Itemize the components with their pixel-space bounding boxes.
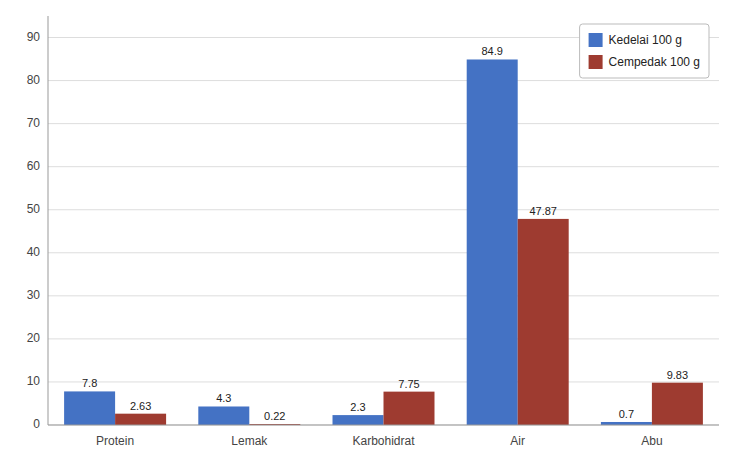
data-label: 7.75 xyxy=(398,378,419,390)
data-label: 84.9 xyxy=(481,45,502,57)
bar xyxy=(384,392,435,425)
data-label: 2.3 xyxy=(350,401,365,413)
chart-container: 0 10 20 30 40 50 60 70 80 90 7.8 4.3 2.3 84.9 0.7 2.63 0… xyxy=(0,0,735,463)
legend-swatch xyxy=(589,33,603,47)
data-label: 47.87 xyxy=(529,205,557,217)
y-tick-label: 60 xyxy=(27,159,41,173)
bar xyxy=(518,219,569,425)
grid-line xyxy=(48,166,719,167)
legend-swatch xyxy=(589,55,603,69)
bar xyxy=(467,59,518,425)
grid-line xyxy=(48,381,719,382)
grid-line xyxy=(48,295,719,296)
x-tick-label: Lemak xyxy=(231,434,268,448)
data-label: 9.83 xyxy=(667,369,688,381)
data-label: 0.7 xyxy=(619,408,634,420)
legend-label: Cempedak 100 g xyxy=(609,55,700,69)
grid-line xyxy=(48,338,719,339)
x-tick-label: Karbohidrat xyxy=(352,434,415,448)
data-label: 0.22 xyxy=(264,410,285,422)
y-tick-label: 40 xyxy=(27,245,41,259)
legend: Kedelai 100 g Cempedak 100 g xyxy=(580,24,709,78)
y-tick-label: 0 xyxy=(33,417,40,431)
x-tick-label: Protein xyxy=(96,434,134,448)
y-tick-label: 90 xyxy=(27,30,41,44)
x-tick-label: Air xyxy=(510,434,525,448)
data-label: 4.3 xyxy=(216,392,231,404)
legend-box xyxy=(580,24,709,78)
bar xyxy=(115,414,166,425)
bar xyxy=(64,391,115,425)
grid xyxy=(48,38,719,425)
legend-label: Kedelai 100 g xyxy=(609,33,682,47)
y-tick-label: 80 xyxy=(27,73,41,87)
bar xyxy=(652,383,703,425)
bar xyxy=(198,406,249,425)
y-tick-label: 70 xyxy=(27,116,41,130)
x-axis-line xyxy=(48,425,719,426)
x-tick-label: Abu xyxy=(641,434,662,448)
bars xyxy=(64,59,703,425)
data-label: 2.63 xyxy=(130,400,151,412)
y-tick-label: 50 xyxy=(27,202,41,216)
y-tick-label: 30 xyxy=(27,288,41,302)
y-tick-label: 10 xyxy=(27,374,41,388)
y-axis-line xyxy=(48,16,49,425)
data-label: 7.8 xyxy=(82,377,97,389)
chart: 0 10 20 30 40 50 60 70 80 90 7.8 4.3 2.3 84.9 0.7 2.63 0… xyxy=(0,0,735,463)
grid-line xyxy=(48,80,719,81)
y-tick-label: 20 xyxy=(27,331,41,345)
bar xyxy=(333,415,384,425)
grid-line xyxy=(48,252,719,253)
grid-line xyxy=(48,425,719,426)
grid-line xyxy=(48,209,719,210)
grid-line xyxy=(48,123,719,124)
